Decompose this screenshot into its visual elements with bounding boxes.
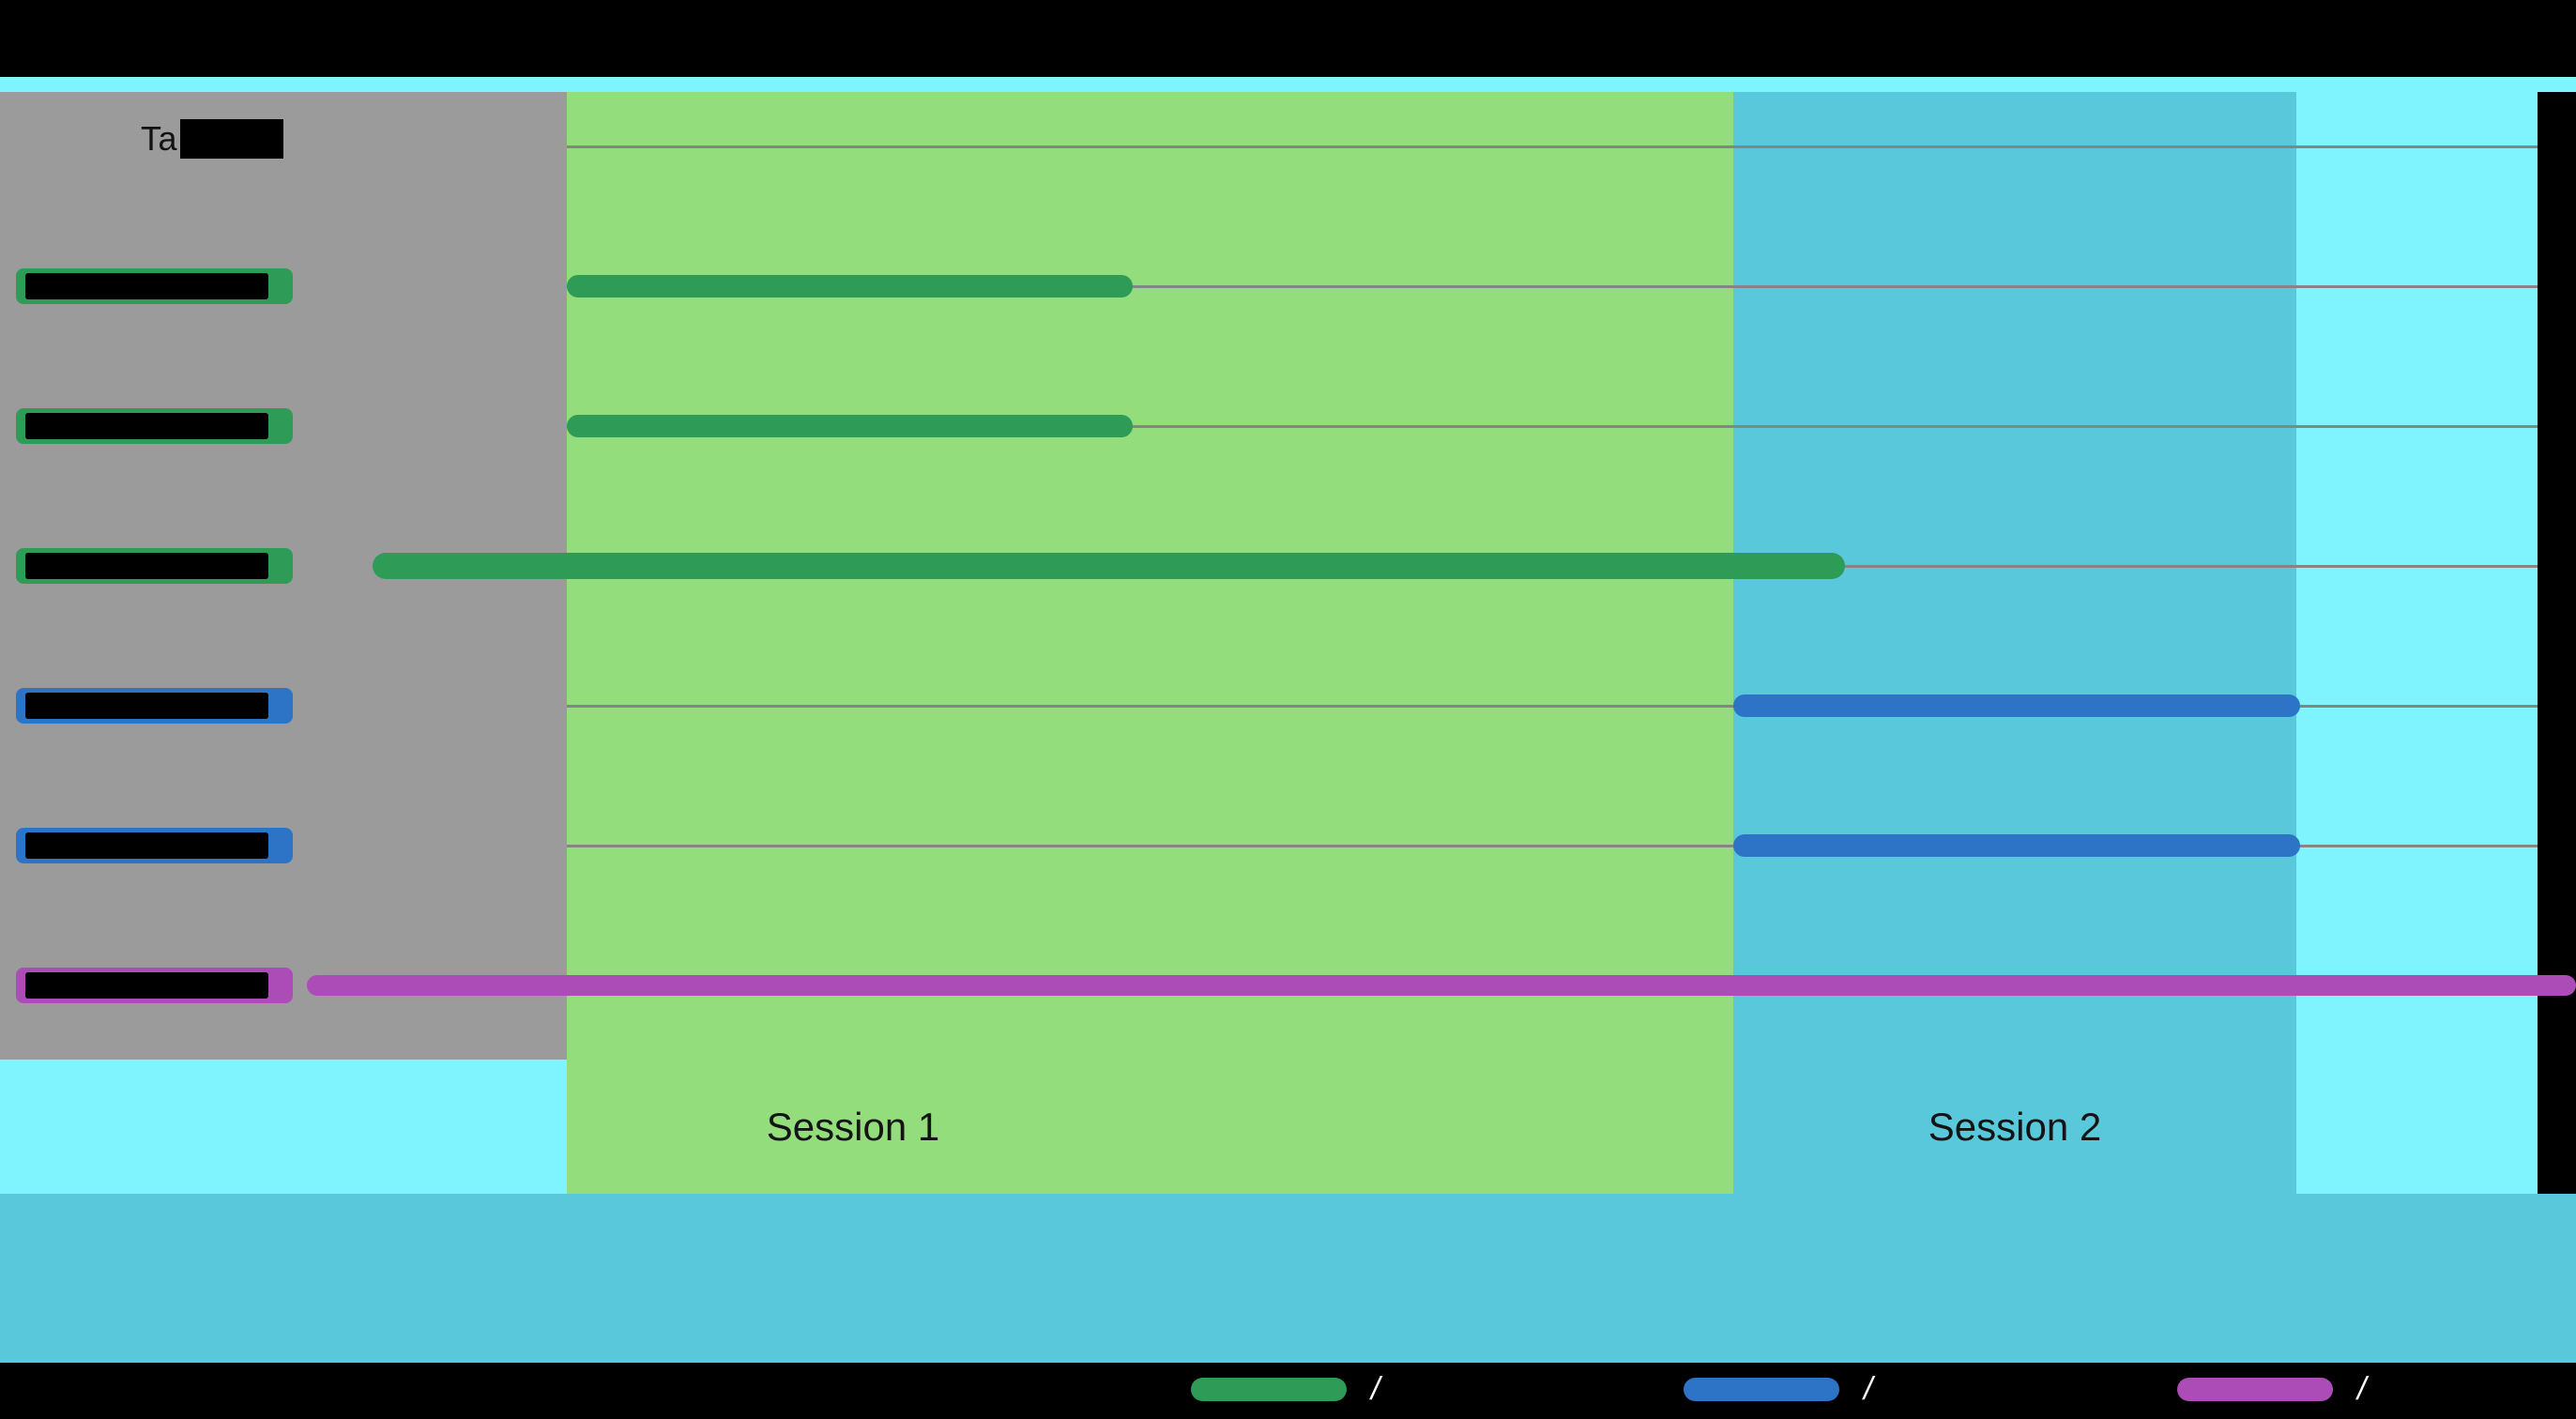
tag-label-pill-6	[16, 968, 293, 1003]
timeline-bar-purple-6	[306, 975, 2576, 996]
legend-swatch-green	[1191, 1377, 1347, 1401]
timeline-bar-green-1	[566, 275, 1134, 298]
legend-visible-text: /	[1371, 1371, 1380, 1407]
tag-label-pill-4	[16, 688, 293, 724]
header-redaction-box	[180, 119, 284, 159]
redacted-tag-text	[25, 273, 268, 299]
session1-footer: Session 1	[567, 1060, 1733, 1194]
gridline	[567, 705, 2538, 708]
gridline	[567, 425, 2538, 428]
redacted-tag-text	[25, 693, 268, 719]
session2-footer: Session 2	[1733, 1060, 2296, 1194]
timeline-plot: Ta	[0, 92, 2576, 1060]
gridline	[567, 145, 2538, 148]
tag-column-header-text: Ta	[141, 119, 178, 158]
tag-label-pill-1	[16, 268, 293, 304]
tag-label-pill-5	[16, 828, 293, 863]
top-cyan-strip	[0, 77, 2576, 92]
redacted-tag-text	[25, 972, 268, 999]
legend-visible-text: /	[1864, 1371, 1873, 1407]
region-post-session	[2296, 92, 2538, 1060]
bottom-cyan-band	[0, 1194, 2576, 1363]
post-session-footer	[2296, 1060, 2538, 1194]
pre-session-footer	[0, 1060, 567, 1194]
legend-entry-blue: /	[1684, 1373, 1872, 1405]
session-band: Session 1 Session 2	[0, 1060, 2576, 1194]
timeline-bar-green-2	[566, 415, 1134, 437]
tag-label-pill-3	[16, 548, 293, 584]
gridline	[567, 845, 2538, 847]
timeline-bar-green-3	[373, 553, 1846, 579]
redacted-tag-text	[25, 553, 268, 579]
legend-entry-green: /	[1191, 1373, 1379, 1405]
legend-visible-text: /	[2357, 1371, 2367, 1407]
legend: / / /	[0, 1363, 2576, 1419]
session2-label: Session 2	[1928, 1104, 2102, 1149]
session1-label: Session 1	[766, 1104, 940, 1149]
tag-label-pill-2	[16, 408, 293, 444]
timeline-bar-blue-5	[1733, 834, 2300, 857]
timeline-bar-blue-4	[1733, 694, 2300, 717]
redacted-tag-text	[25, 413, 268, 439]
legend-swatch-purple	[2177, 1377, 2333, 1401]
redacted-tag-text	[25, 832, 268, 859]
legend-entry-purple: /	[2177, 1373, 2366, 1405]
legend-swatch-blue	[1684, 1377, 1839, 1401]
gridline	[567, 285, 2538, 288]
tag-column-header: Ta	[141, 118, 284, 160]
